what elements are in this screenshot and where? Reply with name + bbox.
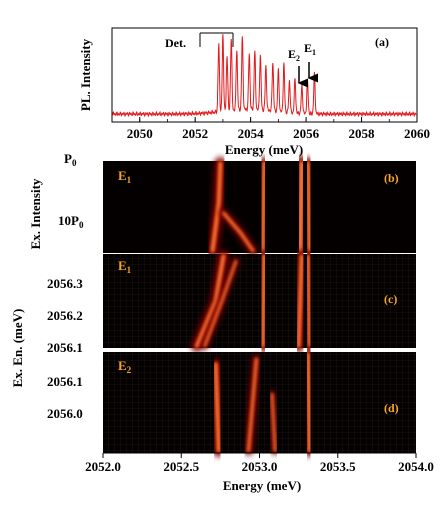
panel-a: 2050 2052 2054 2056 2058 2060 Det. E2 E1 (a) … [78, 27, 430, 157]
panel-b-line-3-core [261, 162, 265, 252]
panel-c: E1 (c) 2056.3 2056.2 2056.1 Ex. En. (meV… [10, 249, 416, 388]
panel-a-frame [111, 27, 418, 123]
panel-d-line-3-core [271, 393, 276, 452]
panel-a-x-tick-label: 2056 [293, 126, 320, 141]
panel-d-intensity-map [209, 347, 353, 458]
det-label: Det. [165, 36, 186, 50]
panel-a-x-tick-label: 2050 [127, 126, 153, 141]
panel-b-line-2-core [222, 212, 254, 252]
energy-axis-tick-label: 2054.0 [398, 459, 434, 474]
panel-b-line-4-core [299, 162, 303, 252]
panel-c-line-4-core [297, 255, 303, 347]
pl-spectrum-line [112, 34, 417, 118]
panel-c-e1-label: E1 [118, 258, 132, 275]
energy-axis-label: Energy (meV) [223, 478, 301, 493]
panel-d-e2-label: E2 [118, 358, 132, 375]
panel-b: E1 (b) P0 10P0 Ex. Intensity [28, 151, 416, 259]
energy-axis-tick-label: 2052.0 [85, 459, 121, 474]
e2-annotation: E2 [288, 47, 300, 63]
panel-c-line-2-core [204, 260, 237, 347]
panel-d-line-1-core [215, 363, 220, 452]
energy-axis-tick-label: 2053.5 [320, 459, 356, 474]
panel-b-y-label: Ex. Intensity [28, 178, 43, 249]
panel-a-x-tick-label: 2060 [404, 126, 430, 141]
panel-a-x-ticks: 2050 2052 2054 2056 2058 2060 [127, 117, 430, 141]
panel-a-y-label: PL. Intensity [78, 38, 93, 111]
panel-b-ytick-10p0: 10P0 [58, 213, 84, 230]
panel-c-line-5-core [307, 255, 311, 347]
energy-axis: 2052.0 2052.5 2053.0 2053.5 2054.0 [85, 452, 434, 474]
panel-c-intensity-map [190, 249, 353, 353]
panel-c-ytick-2: 2056.2 [47, 308, 83, 323]
panel-b-intensity-map [206, 155, 354, 259]
energy-axis-tick-label: 2053.0 [242, 459, 278, 474]
energy-axis-tick-label: 2052.5 [163, 459, 199, 474]
panel-c-line-1-core [196, 255, 225, 347]
pl-spectrum-path [112, 34, 417, 118]
panel-a-x-tick-label: 2054 [238, 126, 265, 141]
panel-d-label: (d) [384, 401, 399, 415]
panel-a-label: (a) [375, 35, 389, 49]
panel-b-e1-label: E1 [118, 168, 132, 185]
panel-c-ytick-1: 2056.3 [47, 276, 83, 291]
panel-b-line-5-core [307, 162, 311, 252]
panel-c-label: (c) [384, 292, 397, 306]
panel-c-ytick-3: 2056.1 [47, 340, 83, 355]
panel-c-line-3-core [261, 255, 265, 347]
panel-b-line-1-core [211, 162, 222, 252]
panel-d: E2 (d) 2056.1 2056.0 [47, 347, 416, 458]
panel-d-line-5-core [307, 353, 311, 452]
panel-a-x-tick-label: 2058 [349, 126, 376, 141]
det-bracket [199, 32, 234, 47]
panel-d-line-2-core [247, 358, 257, 452]
panel-a-x-tick-label: 2052 [182, 126, 208, 141]
e1-annotation: E1 [304, 41, 316, 57]
panel-d-ytick-2: 2056.0 [47, 406, 83, 421]
panel-a-x-label: Energy (meV) [225, 142, 303, 157]
panel-b-label: (b) [384, 171, 399, 185]
panel-b-ytick-p0: P0 [64, 151, 77, 168]
panel-cd-y-label: Ex. En. (meV) [10, 309, 25, 388]
panel-d-ytick-1: 2056.1 [47, 374, 83, 389]
